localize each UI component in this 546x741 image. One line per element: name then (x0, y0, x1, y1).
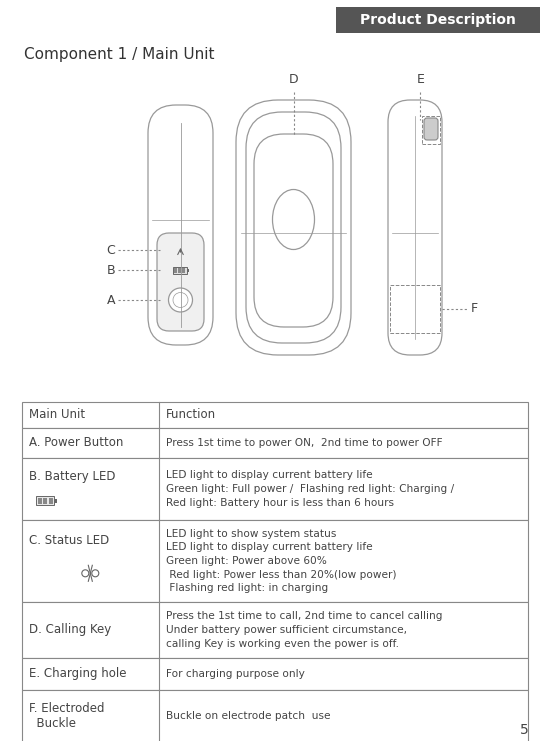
Text: B. Battery LED: B. Battery LED (29, 470, 116, 483)
Bar (22, 402, 528, 428)
Text: Press the 1st time to call, 2nd time to cancel calling
Under battery power suffi: Press the 1st time to call, 2nd time to … (165, 611, 442, 648)
Ellipse shape (173, 293, 188, 308)
Text: A: A (106, 293, 115, 307)
Text: F: F (471, 302, 478, 316)
Text: For charging purpose only: For charging purpose only (165, 669, 305, 679)
Bar (22, 602, 528, 658)
FancyBboxPatch shape (424, 118, 438, 140)
FancyBboxPatch shape (157, 233, 204, 331)
Bar (22, 658, 528, 690)
Bar (22, 520, 528, 602)
Text: Press 1st time to power ON,  2nd time to power OFF: Press 1st time to power ON, 2nd time to … (165, 438, 442, 448)
Bar (43, 498, 47, 504)
Bar (173, 267, 187, 274)
Bar (390, 285, 440, 333)
Text: 5: 5 (520, 723, 529, 737)
Text: B: B (106, 264, 115, 276)
Bar (336, 7, 540, 33)
Ellipse shape (272, 190, 314, 250)
Bar (177, 268, 181, 273)
Text: Main Unit: Main Unit (29, 408, 85, 422)
Text: Component 1 / Main Unit: Component 1 / Main Unit (24, 47, 215, 62)
Text: A. Power Button: A. Power Button (29, 436, 123, 450)
FancyBboxPatch shape (148, 105, 213, 345)
Text: E. Charging hole: E. Charging hole (29, 668, 127, 680)
Bar (174, 268, 176, 273)
Text: LED light to show system status
LED light to display current battery life
Green : LED light to show system status LED ligh… (165, 529, 396, 594)
Bar (38, 498, 41, 504)
Ellipse shape (169, 288, 193, 312)
Bar (422, 116, 440, 144)
FancyBboxPatch shape (388, 100, 442, 355)
Bar (181, 268, 185, 273)
FancyBboxPatch shape (254, 134, 333, 327)
Text: Product Description: Product Description (360, 13, 516, 27)
Text: F. Electroded
  Buckle: F. Electroded Buckle (29, 702, 104, 730)
FancyBboxPatch shape (236, 100, 351, 355)
Text: C: C (106, 244, 115, 256)
Bar (22, 428, 528, 458)
Text: D: D (289, 73, 298, 86)
Text: Function: Function (165, 408, 216, 422)
FancyBboxPatch shape (246, 112, 341, 343)
Bar (22, 458, 528, 520)
Bar (22, 690, 528, 741)
Text: C. Status LED: C. Status LED (29, 534, 109, 547)
Bar (187, 269, 188, 272)
Bar (54, 499, 56, 502)
Text: D. Calling Key: D. Calling Key (29, 623, 111, 637)
Text: Buckle on electrode patch  use: Buckle on electrode patch use (165, 711, 330, 721)
Bar (36, 496, 54, 505)
Bar (49, 498, 52, 504)
Text: E: E (417, 73, 424, 86)
Text: LED light to display current battery life
Green light: Full power /  Flashing re: LED light to display current battery lif… (165, 471, 454, 508)
